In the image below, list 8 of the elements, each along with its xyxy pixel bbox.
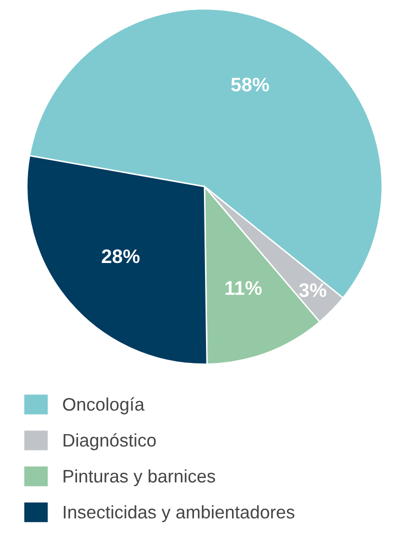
data-label: 11% (226, 281, 262, 295)
legend-label: Pinturas y barnices (64, 469, 216, 486)
legend-label: Diagnóstico (64, 433, 156, 450)
legend-label: Oncología (63, 397, 144, 414)
legend-label: Insecticidas y ambientadores (64, 505, 294, 522)
data-label: 3% (299, 283, 326, 298)
data-label: 58% (231, 78, 269, 92)
data-label: 28% (102, 249, 140, 264)
